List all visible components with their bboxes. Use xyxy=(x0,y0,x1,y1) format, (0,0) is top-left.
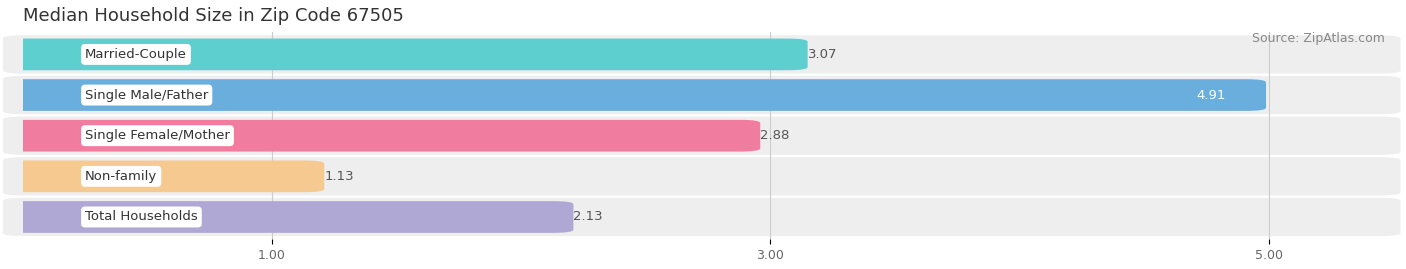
FancyBboxPatch shape xyxy=(3,157,1400,196)
Text: 3.07: 3.07 xyxy=(807,48,837,61)
Text: 4.91: 4.91 xyxy=(1197,89,1226,102)
Text: 1.13: 1.13 xyxy=(325,170,354,183)
Text: Total Households: Total Households xyxy=(86,210,198,224)
FancyBboxPatch shape xyxy=(3,198,1400,236)
Text: Single Male/Father: Single Male/Father xyxy=(86,89,208,102)
FancyBboxPatch shape xyxy=(3,161,325,192)
Text: Non-family: Non-family xyxy=(86,170,157,183)
FancyBboxPatch shape xyxy=(3,116,1400,155)
FancyBboxPatch shape xyxy=(3,79,1265,111)
Text: 2.88: 2.88 xyxy=(761,129,790,142)
FancyBboxPatch shape xyxy=(3,201,574,233)
FancyBboxPatch shape xyxy=(3,76,1400,114)
Text: Single Female/Mother: Single Female/Mother xyxy=(86,129,231,142)
Text: Source: ZipAtlas.com: Source: ZipAtlas.com xyxy=(1251,32,1385,45)
FancyBboxPatch shape xyxy=(3,35,1400,73)
FancyBboxPatch shape xyxy=(3,120,761,151)
Text: Median Household Size in Zip Code 67505: Median Household Size in Zip Code 67505 xyxy=(22,7,404,25)
Text: 2.13: 2.13 xyxy=(574,210,603,224)
FancyBboxPatch shape xyxy=(3,38,807,70)
Text: Married-Couple: Married-Couple xyxy=(86,48,187,61)
